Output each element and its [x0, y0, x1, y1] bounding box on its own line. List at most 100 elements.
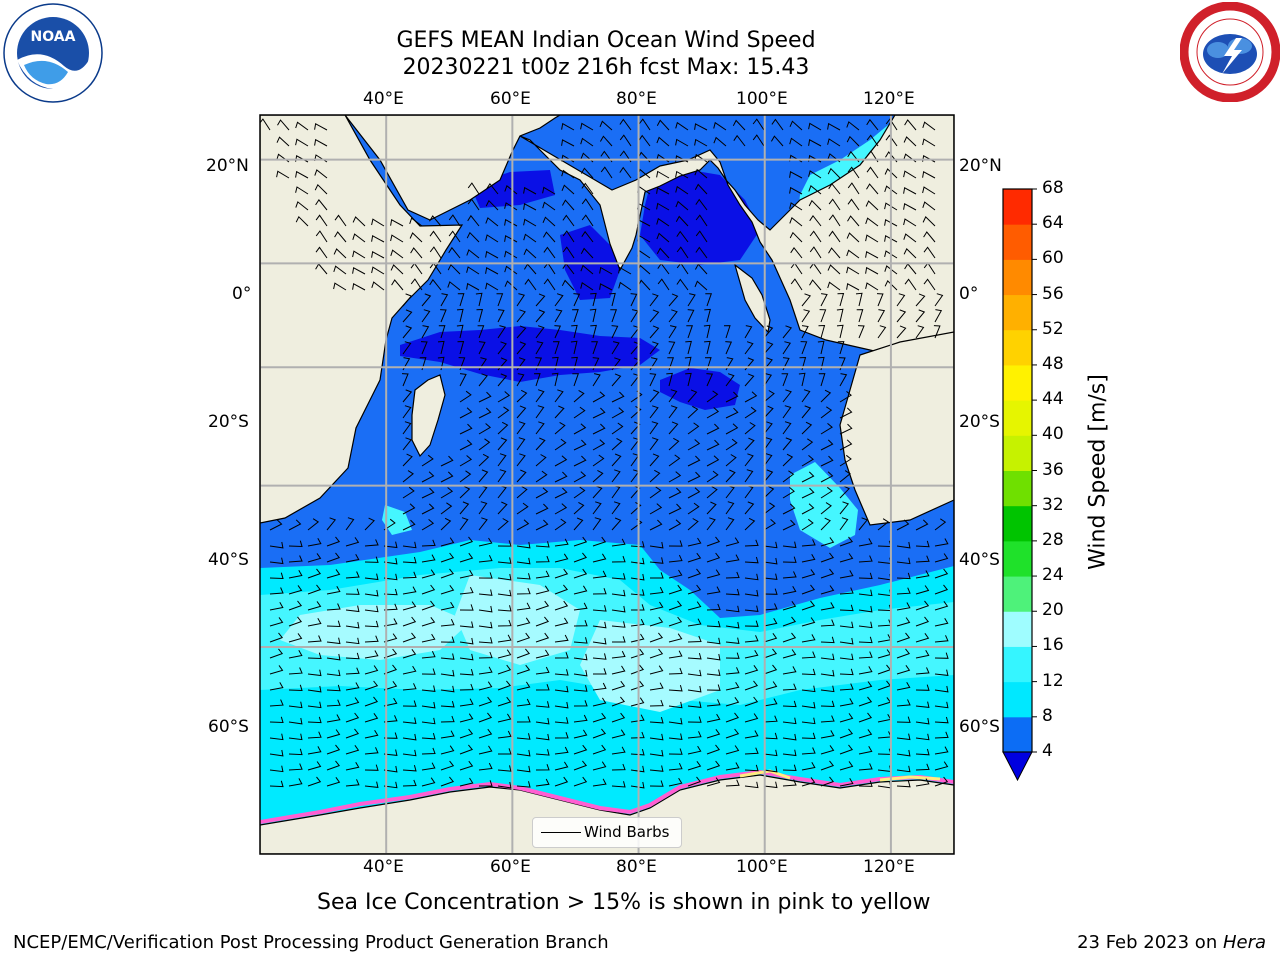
wind-barb — [592, 407, 606, 419]
wind-barb — [269, 765, 284, 773]
wind-barb — [440, 585, 455, 595]
lon-tick-bottom-80: 80°E — [616, 857, 657, 877]
wind-barb — [725, 667, 740, 675]
wind-barb — [459, 423, 473, 435]
wind-barb — [904, 278, 917, 291]
wind-barb — [687, 701, 702, 708]
wind-barb — [782, 616, 797, 627]
wind-barb — [535, 684, 550, 691]
wind-barb — [676, 230, 689, 243]
wind-barb — [619, 118, 632, 131]
wind-barb — [345, 697, 360, 707]
wind-barb — [345, 605, 360, 613]
wind-barb — [611, 729, 626, 739]
wind-barb — [656, 247, 670, 259]
wind-barb — [649, 519, 663, 531]
wind-barb — [592, 712, 607, 723]
wind-barb — [592, 761, 607, 771]
wind-barb — [447, 263, 461, 275]
wind-barb — [440, 487, 454, 499]
wind-barb — [383, 697, 398, 707]
wind-barb — [554, 487, 568, 499]
colorbar-tick-label: 44 — [1042, 389, 1064, 410]
wind-barb — [763, 648, 778, 659]
wind-barb — [459, 485, 471, 499]
wind-barb — [589, 308, 597, 323]
wind-barb — [554, 732, 569, 739]
wind-barb — [592, 439, 606, 451]
wind-barb — [809, 246, 822, 259]
wind-barb — [687, 487, 701, 499]
wind-barb — [687, 669, 702, 677]
wind-barb — [934, 293, 944, 307]
wind-barb — [858, 517, 869, 531]
wind-barb — [656, 202, 670, 211]
wind-barb — [580, 247, 594, 259]
wind-barb — [437, 356, 445, 371]
wind-barb — [839, 728, 854, 739]
wind-barb — [516, 573, 531, 580]
wind-barb — [706, 744, 721, 755]
wind-barb — [763, 519, 776, 531]
wind-barb — [561, 169, 575, 179]
wind-barb — [630, 765, 645, 773]
wind-barb — [694, 123, 708, 131]
wind-barb — [573, 439, 587, 451]
wind-barb — [315, 230, 328, 243]
wind-barb — [402, 309, 413, 323]
wind-barb — [600, 166, 613, 179]
wind-barb — [561, 279, 575, 291]
wind-barb — [421, 293, 432, 307]
wind-barb — [459, 517, 469, 531]
wind-barb — [820, 502, 832, 515]
wind-barb — [288, 600, 303, 611]
wind-barb — [839, 761, 854, 771]
wind-barb — [896, 325, 907, 339]
wind-barb — [903, 218, 917, 227]
wind-barb — [847, 166, 860, 179]
wind-barb — [592, 536, 607, 547]
wind-barb — [630, 618, 645, 627]
wind-barb — [668, 762, 683, 771]
colorbar-segment — [1003, 611, 1032, 647]
wind-barb — [592, 553, 607, 563]
wind-barb — [288, 748, 303, 756]
wind-barb — [896, 716, 911, 723]
wind-barb — [535, 357, 543, 371]
wind-barb — [535, 405, 545, 419]
wind-barb — [725, 537, 740, 547]
wind-barb — [836, 308, 844, 323]
wind-barb — [744, 539, 759, 547]
wind-barb — [535, 616, 550, 627]
colorbar-segment — [1003, 540, 1032, 577]
wind-barb — [314, 169, 328, 179]
wind-barb — [885, 134, 898, 147]
wind-barb — [704, 340, 711, 355]
wind-barb — [448, 230, 461, 243]
wind-barb — [307, 652, 322, 660]
wind-barb — [554, 568, 569, 579]
wind-barb — [421, 309, 431, 323]
wind-barb — [668, 748, 683, 755]
wind-barb — [409, 217, 423, 227]
wind-barb — [649, 749, 664, 757]
wind-barb — [706, 501, 717, 515]
wind-barb — [706, 729, 721, 739]
wind-barb — [630, 485, 641, 499]
wind-barb — [763, 453, 773, 467]
wind-barb — [497, 634, 512, 643]
wind-barb — [516, 617, 531, 627]
wind-barb — [516, 309, 526, 323]
wind-barb — [934, 617, 949, 627]
wind-barb — [896, 749, 911, 757]
wind-barb — [345, 554, 360, 563]
wind-barb — [915, 763, 930, 771]
wind-barb — [706, 407, 720, 419]
wind-barb — [668, 777, 683, 787]
colorbar-segment — [1003, 681, 1032, 718]
wind-barb — [801, 293, 812, 307]
wind-barb — [478, 453, 490, 467]
wind-barb — [401, 373, 409, 387]
wind-barb — [839, 587, 854, 595]
wind-barb — [466, 266, 480, 275]
